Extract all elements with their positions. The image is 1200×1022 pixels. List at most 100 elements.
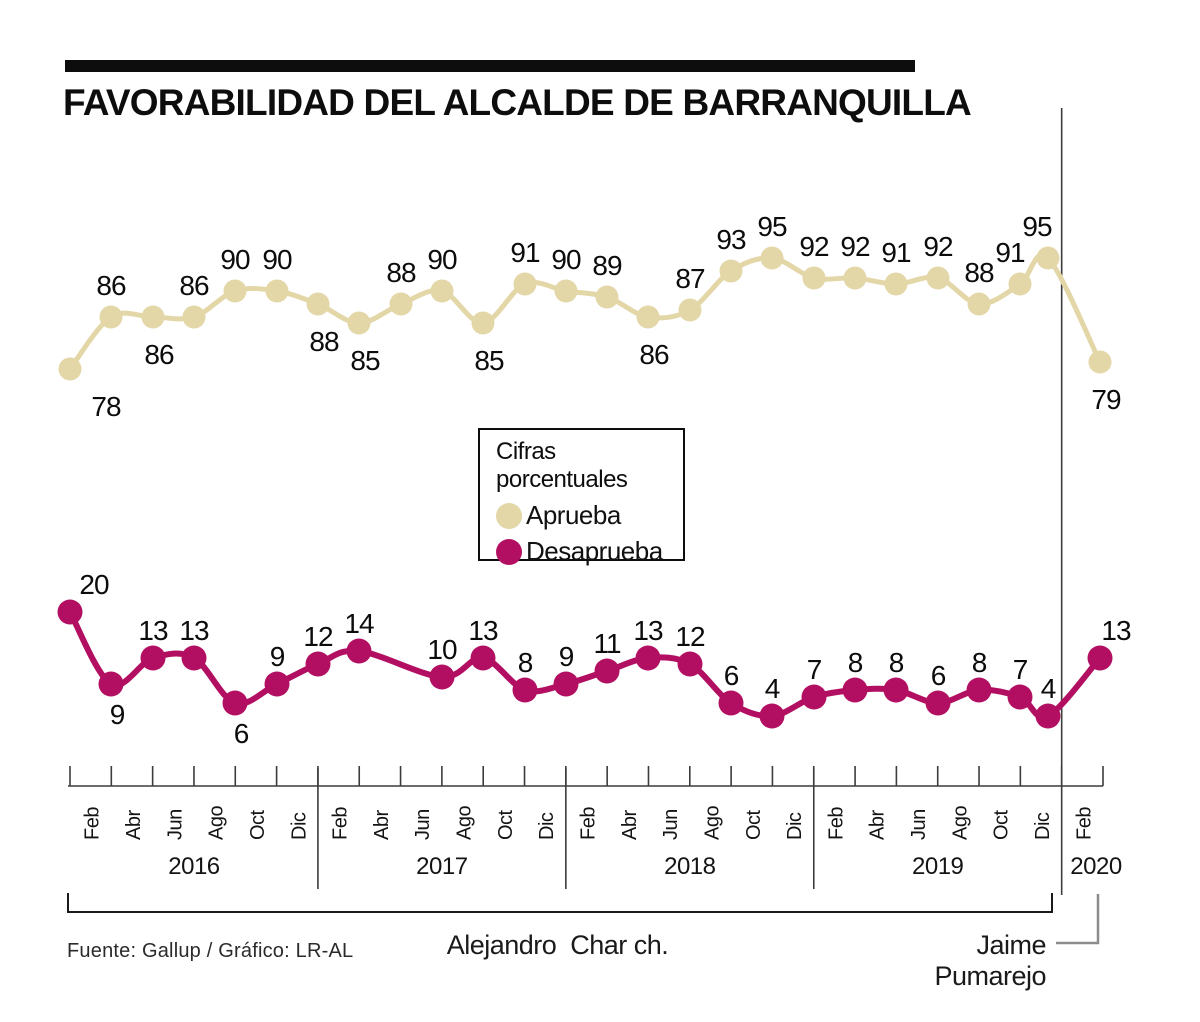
aprueba-point (471, 311, 495, 335)
desaprueba-point (1087, 645, 1113, 671)
month-label: Ago (454, 806, 476, 840)
aprueba-point (802, 266, 826, 290)
month-label: Abr (371, 810, 393, 840)
aprueba-swatch-icon (496, 502, 522, 529)
aprueba-value-label: 88 (386, 257, 416, 288)
aprueba-value-label: 88 (964, 257, 994, 288)
month-label: Jun (164, 809, 186, 840)
month-label: Dic (784, 812, 806, 840)
title-rule (65, 60, 915, 72)
aprueba-point (389, 292, 413, 316)
aprueba-value-label: 92 (840, 231, 870, 262)
aprueba-value-label: 91 (995, 237, 1025, 268)
aprueba-value-label: 92 (799, 231, 829, 262)
desaprueba-point (98, 671, 124, 697)
pumarejo-connector (1056, 894, 1100, 945)
aprueba-point (1036, 246, 1060, 270)
desaprueba-point (677, 651, 703, 677)
desaprueba-point (925, 690, 951, 716)
desaprueba-value-label: 7 (1013, 654, 1028, 685)
aprueba-value-label: 91 (510, 237, 540, 268)
year-label: 2018 (664, 853, 716, 880)
desaprueba-value-label: 7 (807, 654, 822, 685)
aprueba-value-label: 90 (262, 244, 292, 275)
desaprueba-value-label: 8 (518, 647, 533, 678)
month-label: Dic (288, 812, 310, 840)
year-label: 2020 (1070, 853, 1122, 880)
month-label: Feb (330, 807, 352, 840)
aprueba-point (1008, 272, 1032, 296)
aprueba-point (595, 285, 619, 309)
desaprueba-value-label: 4 (1041, 673, 1056, 704)
month-label: Oct (991, 809, 1013, 840)
aprueba-value-label: 89 (592, 250, 622, 281)
desaprueba-point (181, 645, 207, 671)
desaprueba-value-label: 8 (972, 647, 987, 678)
month-label: Dic (1032, 812, 1054, 840)
aprueba-value-label: 86 (144, 339, 174, 370)
desaprueba-point (470, 645, 496, 671)
month-label: Feb (825, 807, 847, 840)
legend-title: Cifras porcentuales (496, 438, 628, 493)
desaprueba-value-label: 13 (138, 615, 168, 646)
month-label: Dic (536, 812, 558, 840)
desaprueba-value-label: 13 (633, 615, 663, 646)
desaprueba-point (305, 651, 331, 677)
desaprueba-point (222, 690, 248, 716)
month-label: Oct (495, 809, 517, 840)
aprueba-value-label: 92 (923, 231, 953, 262)
aprueba-point (99, 305, 123, 329)
desaprueba-value-label: 9 (110, 699, 125, 730)
aprueba-point (430, 279, 454, 303)
month-label: Ago (206, 806, 228, 840)
desaprueba-value-label: 8 (848, 647, 863, 678)
desaprueba-value-label: 4 (765, 673, 780, 704)
desaprueba-value-label: 9 (559, 641, 574, 672)
desaprueba-value-label: 6 (724, 660, 739, 691)
desaprueba-point (1035, 703, 1061, 729)
aprueba-point (223, 279, 247, 303)
desaprueba-point (759, 703, 785, 729)
year-label: 2019 (912, 853, 964, 880)
desaprueba-point (842, 677, 868, 703)
aprueba-point (760, 246, 784, 270)
aprueba-value-label: 95 (757, 211, 787, 242)
month-label: Oct (247, 809, 269, 840)
aprueba-point (58, 357, 82, 381)
desaprueba-value-label: 6 (234, 718, 249, 749)
aprueba-value-label: 90 (427, 244, 457, 275)
legend-label-desaprueba: Desaprueba (526, 536, 663, 566)
desaprueba-swatch-icon (496, 538, 522, 565)
aprueba-point (884, 272, 908, 296)
aprueba-value-label: 95 (1022, 211, 1052, 242)
desaprueba-value-label: 13 (468, 615, 498, 646)
desaprueba-point (264, 671, 290, 697)
month-label: Ago (949, 806, 971, 840)
aprueba-value-label: 88 (309, 326, 339, 357)
desaprueba-point (594, 658, 620, 684)
desaprueba-value-label: 8 (889, 647, 904, 678)
month-label: Abr (867, 810, 889, 840)
desaprueba-value-label: 20 (79, 569, 109, 600)
month-label: Jun (660, 809, 682, 840)
desaprueba-point (966, 677, 992, 703)
aprueba-point (926, 266, 950, 290)
month-label: Jun (908, 809, 930, 840)
month-label: Feb (82, 807, 104, 840)
desaprueba-value-label: 6 (931, 660, 946, 691)
legend: Cifras porcentuales Aprueba Desaprueba (478, 428, 685, 566)
pumarejo-label: Jaime Pumarejo (934, 930, 1046, 991)
desaprueba-point (801, 684, 827, 710)
month-label: Abr (619, 810, 641, 840)
desaprueba-point (553, 671, 579, 697)
aprueba-point (513, 272, 537, 296)
aprueba-point (347, 311, 371, 335)
desaprueba-value-label: 12 (303, 621, 333, 652)
aprueba-value-label: 86 (96, 270, 126, 301)
aprueba-point (636, 305, 660, 329)
aprueba-value-label: 91 (881, 237, 911, 268)
aprueba-value-label: 78 (91, 391, 121, 422)
year-label: 2017 (416, 853, 468, 880)
month-label: Jun (412, 809, 434, 840)
